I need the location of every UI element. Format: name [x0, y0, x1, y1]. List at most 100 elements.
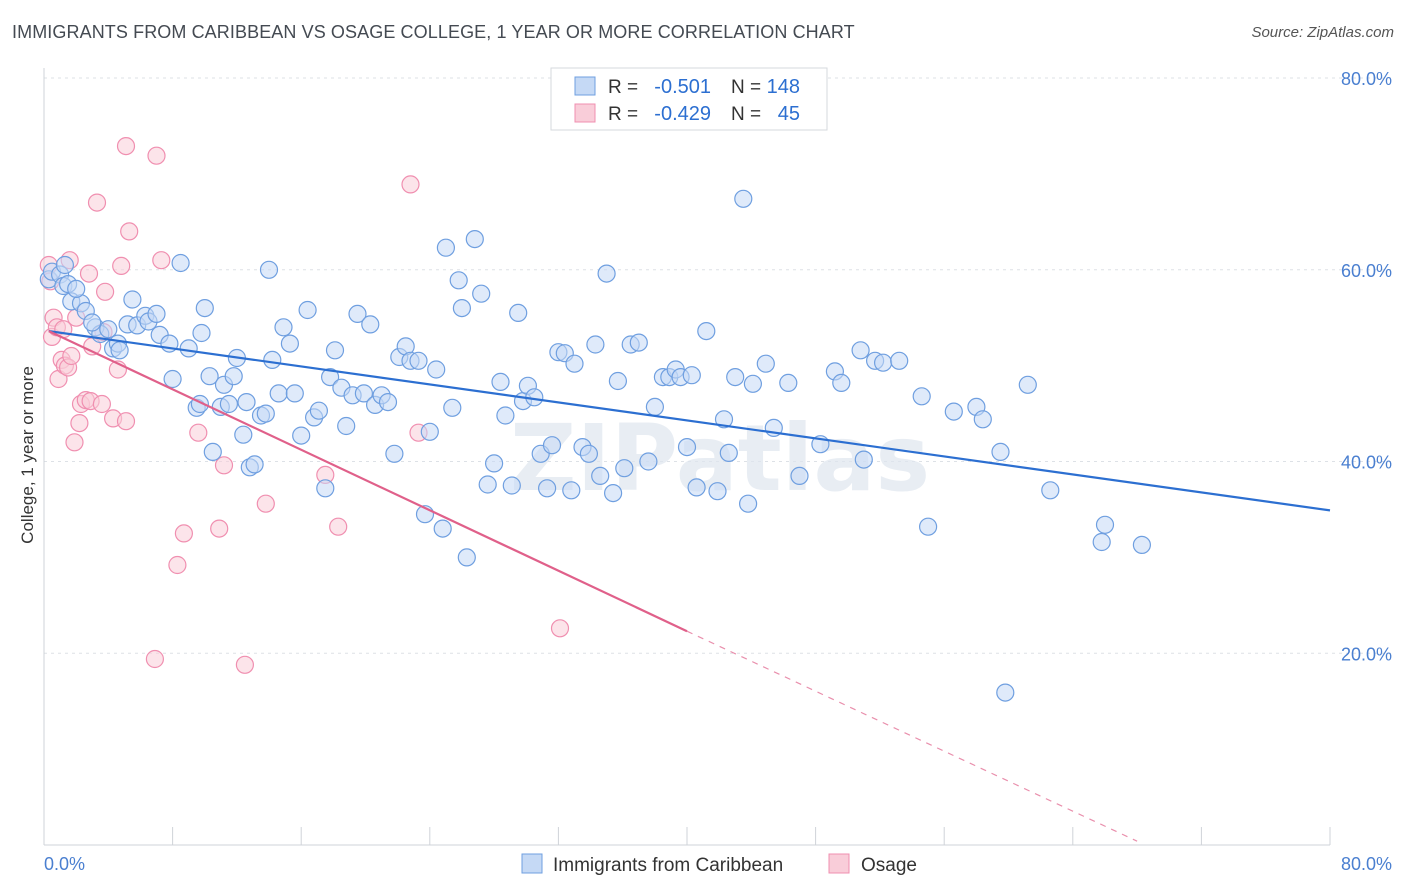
- point-osage: [168, 555, 187, 575]
- point-osage: [210, 519, 229, 538]
- point-caribbean: [280, 334, 299, 353]
- point-caribbean: [509, 303, 528, 322]
- point-caribbean: [361, 315, 380, 334]
- point-caribbean: [449, 271, 468, 290]
- chart-title: IMMIGRANTS FROM CARIBBEAN VS OSAGE COLLE…: [12, 22, 855, 42]
- point-caribbean: [337, 416, 356, 436]
- point-caribbean: [269, 384, 288, 403]
- point-caribbean: [263, 350, 282, 369]
- point-caribbean: [348, 304, 367, 323]
- y-tick-label: 20.0%: [1341, 644, 1392, 664]
- stats-n-value: 148: [767, 76, 800, 98]
- series-legend-label: Immigrants from Caribbean: [553, 855, 783, 876]
- point-caribbean: [203, 442, 222, 461]
- y-tick-label: 80.0%: [1341, 69, 1392, 89]
- point-caribbean: [110, 341, 129, 360]
- point-osage: [120, 222, 139, 241]
- point-osage: [92, 394, 112, 414]
- point-caribbean: [603, 484, 623, 503]
- trend-line-osage: [48, 330, 688, 633]
- point-caribbean: [385, 444, 404, 463]
- trend-lines: [48, 330, 1331, 842]
- point-caribbean: [457, 548, 476, 567]
- point-caribbean: [1018, 375, 1037, 394]
- point-caribbean: [944, 402, 963, 421]
- point-caribbean: [973, 410, 992, 429]
- point-caribbean: [192, 323, 211, 343]
- point-osage: [145, 649, 164, 669]
- point-osage: [112, 256, 131, 275]
- point-caribbean: [163, 369, 182, 389]
- point-caribbean: [542, 436, 562, 455]
- point-caribbean: [591, 466, 610, 485]
- point-caribbean: [321, 368, 340, 387]
- point-caribbean: [912, 387, 931, 406]
- point-caribbean: [918, 517, 938, 536]
- point-caribbean: [890, 351, 909, 370]
- point-caribbean: [1095, 515, 1115, 534]
- point-caribbean: [452, 299, 471, 318]
- series-legend-swatch: [828, 853, 850, 874]
- point-caribbean: [586, 335, 605, 354]
- point-caribbean: [99, 320, 118, 339]
- point-caribbean: [1041, 481, 1060, 500]
- point-caribbean: [687, 478, 706, 497]
- point-caribbean: [851, 341, 870, 360]
- stats-r-value: -0.501: [654, 76, 711, 98]
- point-osage: [87, 193, 107, 212]
- stats-n-label: N =: [731, 104, 761, 125]
- point-caribbean: [734, 189, 753, 208]
- stats-r-label: R =: [608, 104, 638, 125]
- point-caribbean: [478, 475, 497, 494]
- point-caribbean: [427, 360, 446, 379]
- trend-line-caribbean: [48, 330, 1331, 512]
- point-caribbean: [502, 476, 521, 495]
- point-caribbean: [714, 410, 734, 429]
- data-points: [39, 137, 1152, 702]
- point-caribbean: [274, 318, 293, 337]
- tick-labels: 20.0% 40.0% 60.0% 80.0% 0.0% 80.0%: [44, 69, 1392, 874]
- point-caribbean: [245, 455, 264, 474]
- point-caribbean: [179, 339, 198, 358]
- point-osage: [174, 524, 193, 543]
- stats-legend-swatch: [574, 76, 596, 96]
- stats-n-value: 45: [778, 103, 800, 125]
- point-caribbean: [224, 367, 243, 386]
- point-caribbean: [409, 351, 428, 370]
- point-caribbean: [285, 384, 304, 403]
- point-caribbean: [354, 384, 373, 403]
- point-caribbean: [433, 519, 452, 538]
- stats-r-value: -0.429: [654, 103, 711, 125]
- point-caribbean: [219, 394, 238, 414]
- point-caribbean: [465, 230, 484, 249]
- point-caribbean: [83, 313, 102, 332]
- point-caribbean: [562, 481, 581, 500]
- point-osage: [256, 494, 275, 513]
- x-tick-label: 80.0%: [1341, 854, 1392, 874]
- stats-legend: R = -0.501 N = 148 R = -0.429 N = 45: [550, 67, 828, 131]
- point-caribbean: [496, 406, 515, 425]
- stats-legend-box: [550, 67, 828, 131]
- point-caribbean: [147, 304, 166, 323]
- point-osage: [235, 655, 254, 674]
- point-caribbean: [779, 373, 798, 392]
- point-caribbean: [55, 255, 75, 275]
- point-caribbean: [565, 354, 584, 373]
- point-caribbean: [639, 452, 658, 471]
- point-caribbean: [645, 397, 665, 416]
- point-caribbean: [195, 299, 214, 318]
- point-caribbean: [708, 482, 727, 501]
- point-caribbean: [854, 450, 873, 469]
- point-caribbean: [726, 368, 745, 387]
- point-caribbean: [991, 442, 1010, 461]
- point-caribbean: [443, 398, 462, 417]
- source-label: Source: ZipAtlas.com: [1251, 24, 1394, 41]
- point-caribbean: [378, 393, 398, 412]
- point-caribbean: [237, 393, 256, 412]
- point-osage: [116, 412, 136, 431]
- point-caribbean: [123, 290, 142, 309]
- stats-n-label: N =: [731, 77, 761, 98]
- trend-line-osage-extension: [686, 630, 1138, 842]
- point-caribbean: [615, 459, 634, 478]
- series-legend-label: Osage: [861, 855, 917, 876]
